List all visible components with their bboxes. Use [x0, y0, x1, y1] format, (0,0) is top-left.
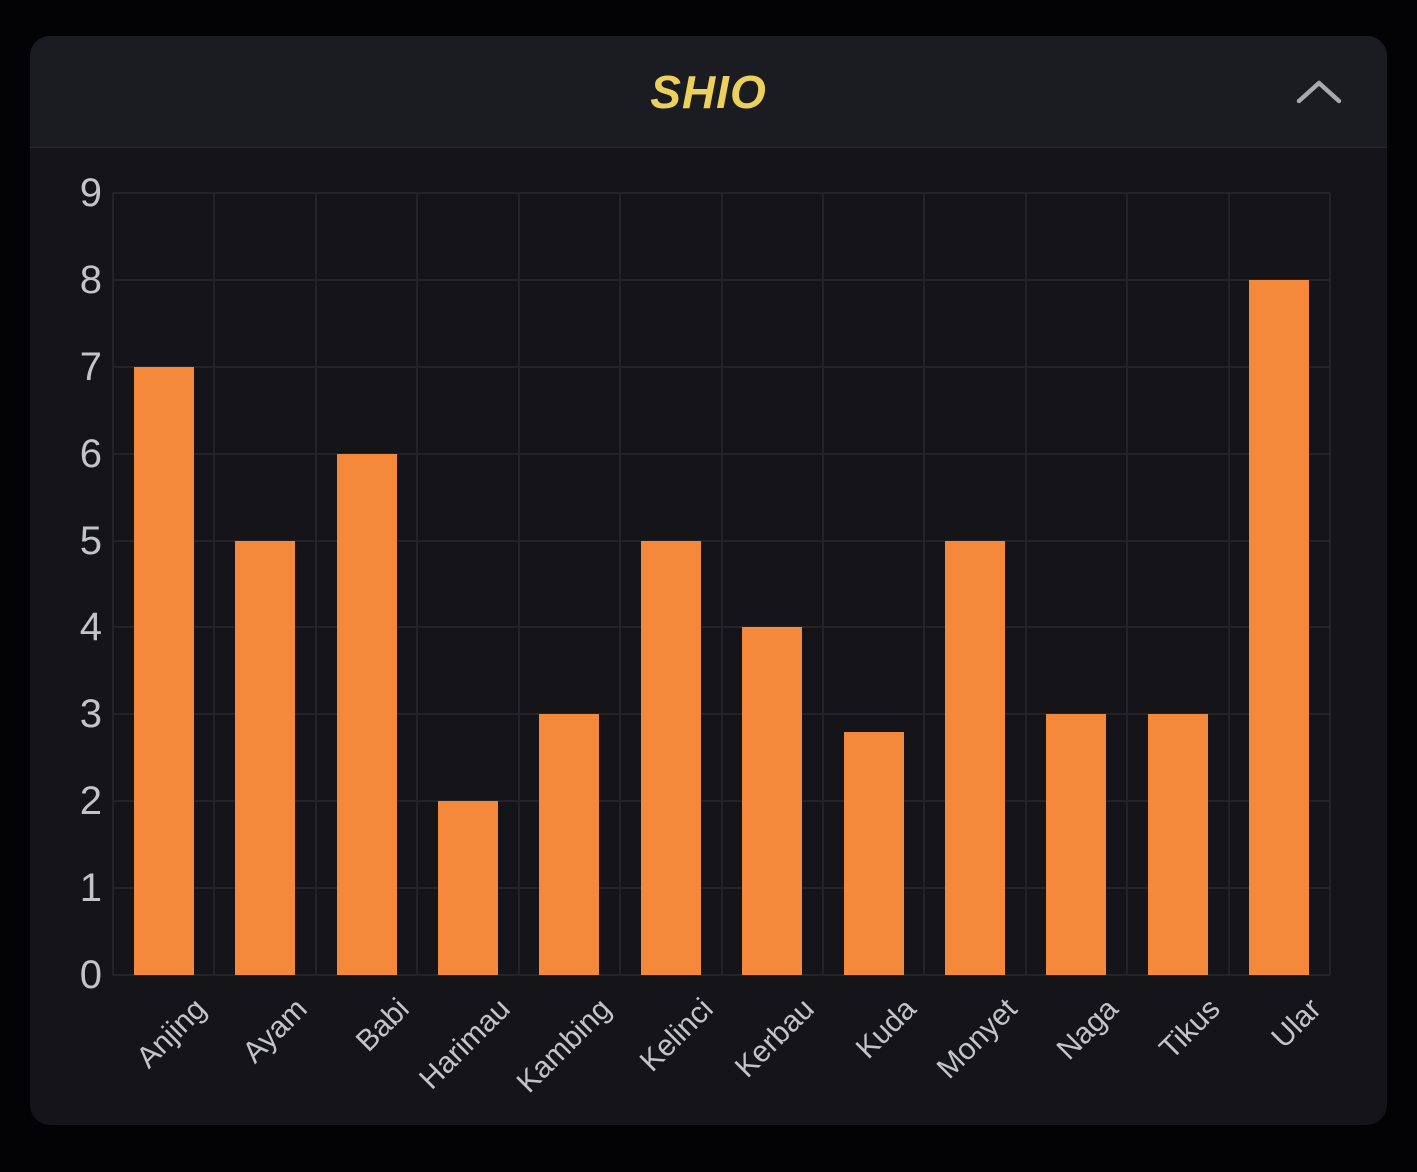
- bar-kelinci[interactable]: [640, 540, 701, 975]
- gridline-v: [213, 193, 216, 975]
- bar-naga[interactable]: [1046, 714, 1107, 975]
- y-tick-label: 7: [79, 344, 102, 389]
- bar-monyet[interactable]: [945, 540, 1006, 975]
- panel-header[interactable]: SHIO: [30, 36, 1387, 148]
- y-tick-label: 0: [79, 953, 102, 997]
- gridline-v: [1126, 193, 1129, 975]
- bar-kerbau[interactable]: [742, 627, 803, 975]
- gridline-v: [619, 193, 622, 975]
- bar-harimau[interactable]: [437, 801, 498, 975]
- x-tick-label: Naga: [1051, 992, 1126, 1067]
- x-tick-label: Ular: [1265, 992, 1328, 1055]
- gridline-v: [416, 193, 419, 975]
- chevron-up-icon: [1296, 80, 1342, 103]
- y-tick-label: 5: [79, 518, 102, 563]
- x-tick-label: Kelinci: [633, 992, 720, 1079]
- x-tick-label: Anjing: [130, 992, 213, 1075]
- x-tick-label: Kerbau: [729, 992, 821, 1085]
- x-tick-label: Harimau: [413, 992, 517, 1096]
- bar-ayam[interactable]: [235, 540, 296, 975]
- x-tick-label: Babi: [349, 992, 416, 1059]
- bar-kambing[interactable]: [539, 714, 600, 975]
- bar-ular[interactable]: [1249, 279, 1310, 975]
- gridline-v: [112, 193, 114, 975]
- x-tick-label: Monyet: [930, 992, 1024, 1086]
- y-tick-label: 4: [79, 605, 102, 650]
- gridline-v: [517, 193, 520, 975]
- plot-area: [112, 192, 1331, 976]
- x-tick-label: Tikus: [1153, 992, 1227, 1066]
- x-tick-label: Kambing: [510, 992, 619, 1100]
- bar-anjing[interactable]: [133, 366, 194, 975]
- shio-panel: SHIO 0 1 2 3 4 5 6 7 8 9 Anjing Ayam Babi Harimau Kam…: [30, 36, 1387, 1125]
- gridline-v: [923, 193, 926, 975]
- bar-tikus[interactable]: [1147, 714, 1208, 975]
- gridline-v: [314, 193, 317, 975]
- x-tick-label: Ayam: [236, 992, 314, 1070]
- gridline-v: [1227, 193, 1230, 975]
- gridline-v: [1024, 193, 1027, 975]
- y-tick-label: 6: [79, 431, 102, 476]
- bar-kuda[interactable]: [843, 731, 904, 975]
- y-tick-label: 9: [79, 171, 102, 215]
- y-tick-label: 1: [79, 866, 102, 911]
- gridline-v: [821, 193, 824, 975]
- y-tick-label: 3: [79, 692, 102, 737]
- collapse-panel-button[interactable]: [1287, 68, 1351, 116]
- x-tick-label: Kuda: [849, 992, 923, 1066]
- gridline-h: [113, 974, 1330, 976]
- gridline-v: [1329, 193, 1331, 975]
- gridline-v: [720, 193, 723, 975]
- y-tick-label: 8: [79, 257, 102, 302]
- y-tick-label: 2: [79, 779, 102, 824]
- panel-title: SHIO: [650, 65, 767, 118]
- bar-babi[interactable]: [336, 453, 397, 975]
